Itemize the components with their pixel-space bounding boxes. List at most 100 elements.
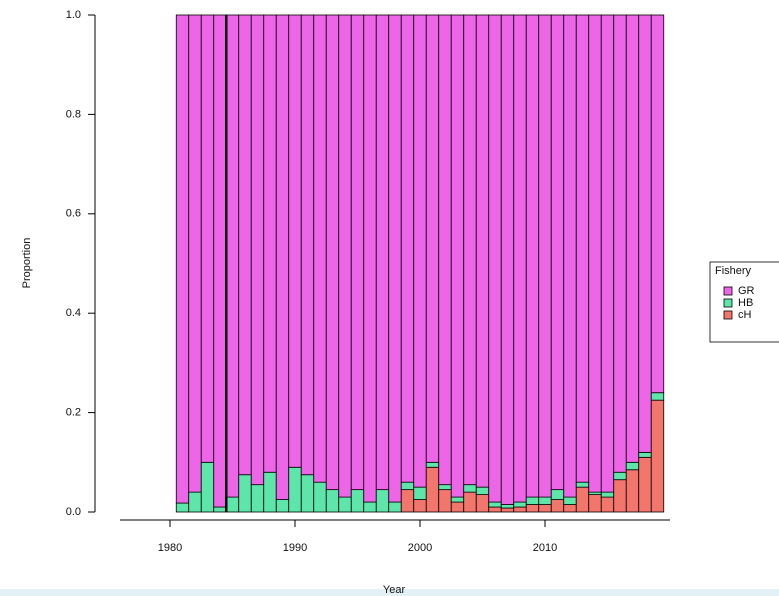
bar-segment bbox=[288, 14, 302, 468]
bar-segment bbox=[400, 481, 415, 491]
bar-segment bbox=[600, 14, 615, 493]
y-tick-label: 0.2 bbox=[66, 407, 81, 419]
bar-segment bbox=[325, 489, 340, 513]
bar-segment bbox=[625, 461, 640, 471]
bar-segment bbox=[638, 14, 652, 453]
legend-swatch bbox=[723, 298, 733, 308]
bar-segment bbox=[625, 469, 640, 513]
bar-segment bbox=[563, 504, 577, 513]
bar-segment bbox=[500, 504, 515, 509]
bar-segment bbox=[625, 14, 640, 463]
bar-segment bbox=[375, 489, 390, 513]
bar-segment bbox=[438, 14, 452, 486]
legend-title: Fishery bbox=[715, 265, 752, 277]
bar-segment bbox=[450, 14, 465, 498]
bar-segment bbox=[238, 474, 252, 513]
bar-segment bbox=[413, 14, 427, 488]
bar-segment bbox=[413, 499, 427, 513]
bar-segment bbox=[513, 14, 527, 503]
bar-segment bbox=[450, 496, 465, 503]
bar-segment bbox=[638, 456, 652, 513]
legend-label: HB bbox=[738, 297, 753, 309]
bar-segment bbox=[563, 14, 577, 498]
bar-segment bbox=[263, 14, 277, 473]
y-tick-label: 0.0 bbox=[66, 506, 81, 518]
bar-segment bbox=[438, 489, 452, 513]
bar-segment bbox=[525, 496, 540, 505]
bar-segment bbox=[488, 501, 502, 508]
bar-segment bbox=[263, 471, 277, 513]
bar-segment bbox=[275, 499, 290, 513]
bar-segment bbox=[363, 14, 377, 503]
bar-segment bbox=[575, 481, 590, 488]
bar-segment bbox=[288, 466, 302, 513]
bar-segment bbox=[300, 14, 315, 476]
bar-segment bbox=[188, 491, 202, 513]
bar-segment bbox=[425, 461, 440, 468]
bar-segment bbox=[200, 461, 215, 513]
bar-segment bbox=[213, 14, 227, 508]
y-tick-label: 0.6 bbox=[66, 208, 81, 220]
bar-segment bbox=[513, 506, 527, 513]
y-tick-label: 1.0 bbox=[66, 9, 81, 21]
x-tick-label: 1980 bbox=[158, 542, 182, 554]
bar-segment bbox=[638, 451, 652, 458]
bar-segment bbox=[563, 496, 577, 505]
x-tick-label: 1990 bbox=[283, 542, 307, 554]
bar-segment bbox=[313, 14, 327, 483]
bar-segment bbox=[388, 501, 402, 513]
bar-segment bbox=[175, 502, 190, 513]
bar-segment bbox=[538, 496, 552, 505]
bar-segment bbox=[238, 14, 252, 476]
bar-segment bbox=[600, 496, 615, 513]
bar-segment bbox=[538, 504, 552, 513]
bar-segment bbox=[413, 486, 427, 500]
bar-segment bbox=[500, 14, 515, 505]
bar-segment bbox=[475, 486, 490, 496]
bar-segment bbox=[188, 14, 202, 493]
bar-segment bbox=[525, 504, 540, 513]
bar-segment bbox=[513, 501, 527, 508]
bar-segment bbox=[250, 14, 265, 486]
bar-segment bbox=[600, 491, 615, 498]
bar-segment bbox=[313, 481, 327, 513]
x-tick-label: 2000 bbox=[408, 542, 432, 554]
bar-segment bbox=[550, 14, 565, 491]
bar-segment bbox=[225, 496, 240, 513]
bar-segment bbox=[300, 474, 315, 513]
bar-segment bbox=[550, 499, 565, 513]
bar-segment bbox=[350, 489, 365, 513]
bar-segment bbox=[475, 14, 490, 488]
bar-segment bbox=[475, 494, 490, 513]
bar-segment bbox=[500, 507, 515, 513]
bar-segment bbox=[213, 506, 227, 513]
bar-segment bbox=[575, 14, 590, 483]
bar-segment bbox=[550, 489, 565, 500]
bar-segment bbox=[463, 484, 477, 493]
bar-segment bbox=[400, 14, 415, 483]
y-axis-label: Proportion bbox=[21, 238, 33, 289]
bar-segment bbox=[488, 506, 502, 513]
bar-segment bbox=[588, 494, 602, 513]
bar-segment bbox=[425, 14, 440, 463]
bar-segment bbox=[175, 14, 190, 504]
bar-segment bbox=[338, 14, 352, 498]
bar-segment bbox=[250, 484, 265, 513]
bar-segment bbox=[388, 14, 402, 503]
legend-label: GR bbox=[738, 285, 755, 297]
bar-segment bbox=[438, 484, 452, 491]
bar-segment bbox=[275, 14, 290, 500]
bar-segment bbox=[488, 14, 502, 503]
bar-segment bbox=[588, 14, 602, 493]
bar-segment bbox=[400, 489, 415, 513]
bar-segment bbox=[538, 14, 552, 498]
bar-segment bbox=[463, 491, 477, 513]
bar-segment bbox=[613, 471, 627, 481]
bar-segment bbox=[350, 14, 365, 491]
y-tick-label: 0.8 bbox=[66, 108, 81, 120]
x-tick-label: 2010 bbox=[533, 542, 557, 554]
y-tick-label: 0.4 bbox=[66, 307, 81, 319]
legend-box bbox=[709, 261, 779, 343]
bar-segment bbox=[375, 14, 390, 491]
bar-segment bbox=[363, 501, 377, 513]
